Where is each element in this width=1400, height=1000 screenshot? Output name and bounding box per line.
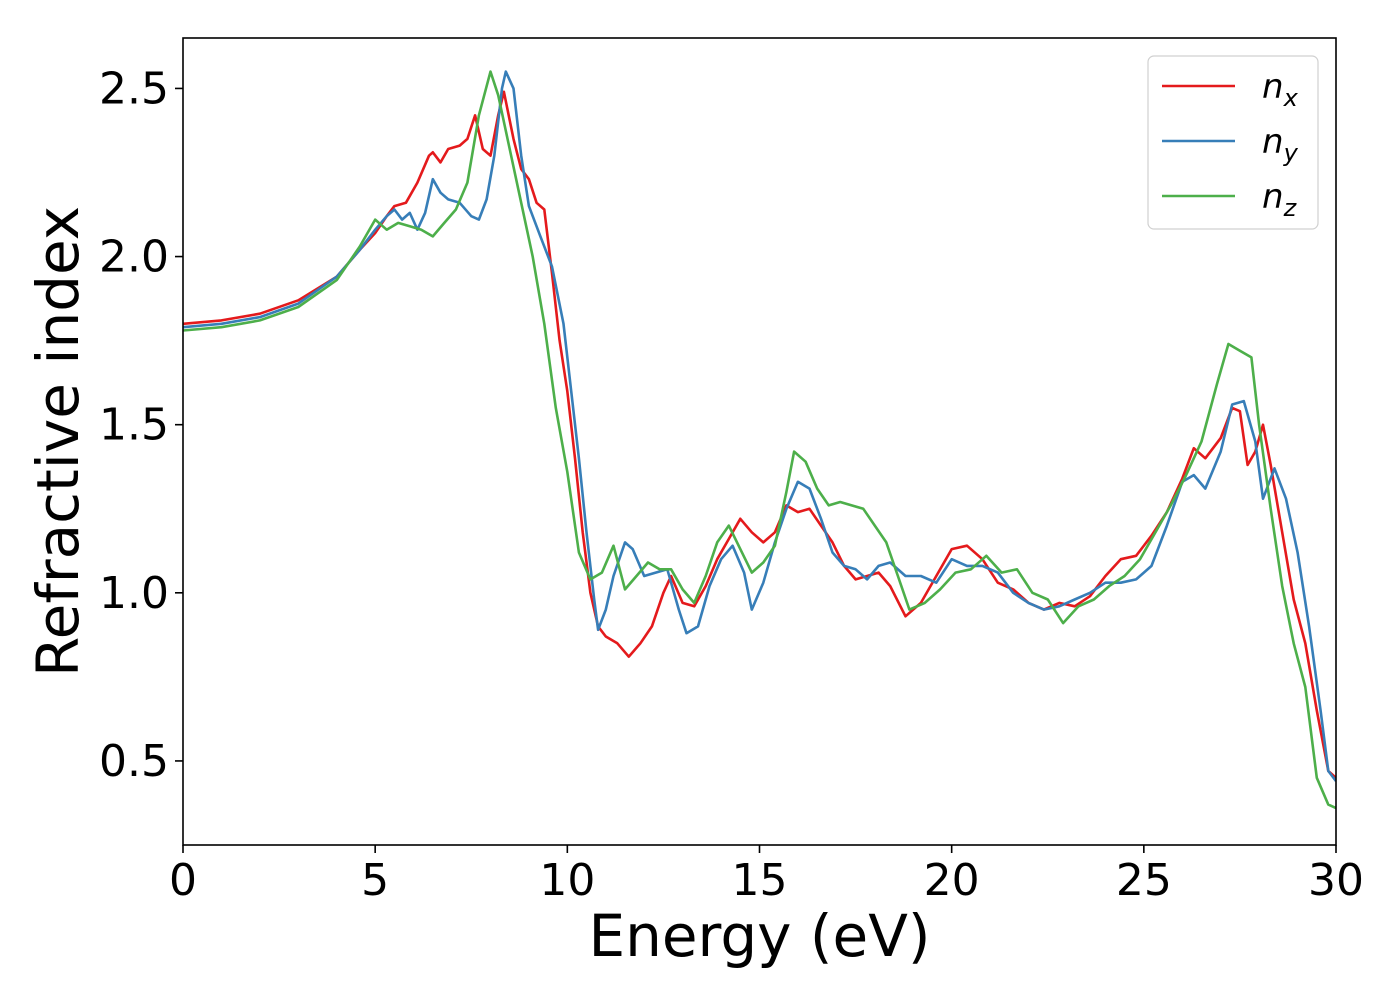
legend-label-x: nx (1262, 67, 1299, 112)
x-tick-label: 25 (1116, 855, 1172, 906)
series-line-z (183, 70, 1336, 810)
y-tick-label: 2.0 (99, 232, 169, 283)
x-axis-ticks: 0 5 10 15 20 25 30 (169, 845, 1364, 906)
x-tick-label: 10 (539, 855, 595, 906)
y-tick-label: 0.5 (99, 736, 169, 787)
y-tick-label: 2.5 (99, 63, 169, 114)
y-tick-label: 1.5 (99, 400, 169, 451)
series-layer (183, 70, 1336, 810)
x-tick-label: 0 (169, 855, 197, 906)
legend-box (1147, 55, 1319, 230)
y-axis-title: Refractive index (24, 206, 92, 677)
series-line-y (183, 70, 1336, 782)
y-tick-label: 1.0 (99, 568, 169, 619)
x-tick-label: 5 (361, 855, 389, 906)
x-tick-label: 30 (1308, 855, 1364, 906)
legend-label-y: ny (1262, 122, 1299, 167)
x-tick-label: 20 (924, 855, 980, 906)
x-axis-title: Energy (eV) (588, 902, 930, 970)
x-tick-label: 15 (732, 855, 788, 906)
y-axis-ticks: 0.5 1.0 1.5 2.0 2.5 (99, 63, 183, 787)
